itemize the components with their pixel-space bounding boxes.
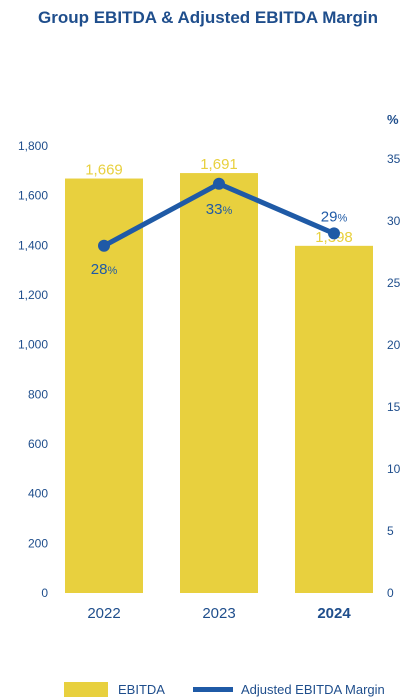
y-right-tick-label: 5 (387, 524, 394, 538)
legend-swatch-margin (192, 687, 233, 692)
bar-ebitda (180, 173, 258, 593)
y-left-tick-label: 400 (28, 487, 48, 501)
line-value-number: 28 (91, 261, 108, 278)
y-left-tick-label: 1,800 (18, 139, 48, 153)
line-point-margin (328, 227, 340, 240)
y-left-tick-label: 0 (41, 586, 48, 600)
y-right-tick-label: 20 (387, 338, 401, 352)
legend-label-ebitda: EBITDA (118, 682, 165, 697)
y-right-tick-label: 10 (387, 462, 401, 476)
line-value-label: 33% (206, 201, 233, 218)
line-point-margin (213, 177, 225, 190)
bar-ebitda (295, 245, 373, 593)
y-right-tick-label: 35 (387, 152, 401, 166)
y-right-tick-label: 0 (387, 586, 394, 600)
legend-item-margin: Adjusted EBITDA Margin (192, 682, 385, 697)
legend-label-margin: Adjusted EBITDA Margin (240, 682, 385, 697)
legend-item-ebitda: EBITDA (64, 682, 165, 697)
y-left-tick-label: 1,600 (18, 189, 48, 203)
line-value-label: 29% (321, 208, 348, 225)
legend: EBITDA Adjusted EBITDA Margin (64, 682, 413, 697)
line-value-number: 29 (321, 208, 338, 225)
x-tick-label: 2024 (317, 605, 351, 622)
line-value-unit: % (337, 212, 347, 224)
line-value-unit: % (222, 205, 232, 217)
legend-swatch-ebitda (64, 682, 108, 697)
y-right-axis-label: % (387, 112, 399, 127)
y-left-tick-label: 1,400 (18, 238, 48, 252)
x-tick-label: 2022 (87, 605, 120, 622)
line-point-margin (98, 239, 110, 252)
line-value-label: 28% (91, 261, 118, 278)
chart-title: Group EBITDA & Adjusted EBITDA Margin (38, 8, 378, 27)
y-left-tick-label: 1,200 (18, 288, 48, 302)
y-left-tick-label: 800 (28, 387, 48, 401)
y-right-tick-label: 30 (387, 214, 401, 228)
y-left-tick-label: 200 (28, 536, 48, 550)
y-right-tick-label: 25 (387, 276, 401, 290)
x-tick-label: 2023 (202, 605, 235, 622)
chart-svg: 0 200 400 600 800 1,000 1,200 1,400 1,600 1,800 0 5… (18, 112, 401, 622)
bar-value-label: 1,669 (85, 162, 123, 179)
y-left-tick-label: 600 (28, 437, 48, 451)
bar-value-label: 1,691 (200, 156, 238, 173)
y-left-tick-label: 1,000 (18, 338, 48, 352)
line-value-number: 33 (206, 201, 223, 218)
y-right-tick-label: 15 (387, 400, 401, 414)
line-value-unit: % (107, 265, 117, 277)
